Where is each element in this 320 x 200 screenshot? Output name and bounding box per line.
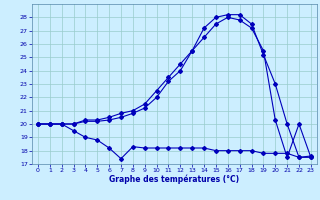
X-axis label: Graphe des températures (°C): Graphe des températures (°C) [109, 175, 239, 184]
